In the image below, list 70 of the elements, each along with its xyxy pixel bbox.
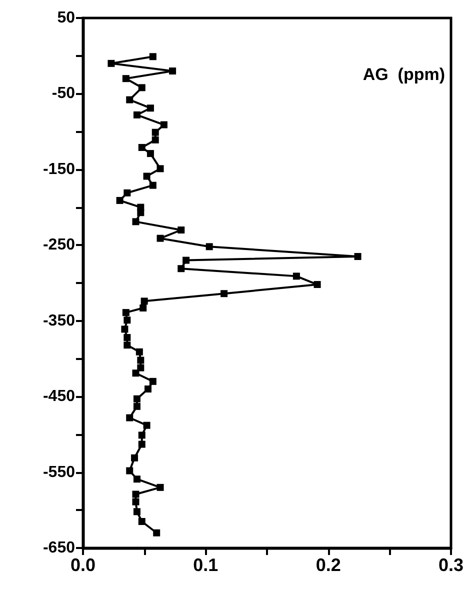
point — [122, 309, 130, 316]
point — [220, 290, 228, 298]
point — [143, 422, 150, 429]
point — [124, 334, 131, 342]
point — [292, 272, 300, 280]
annotation: AG (ppm) — [362, 65, 446, 84]
x-tick-label: 0.3 — [438, 555, 464, 575]
point — [126, 414, 134, 422]
point — [121, 326, 128, 333]
point — [137, 356, 144, 364]
point — [156, 165, 164, 172]
point — [133, 402, 140, 410]
point — [126, 96, 134, 104]
point — [138, 440, 146, 448]
point — [354, 253, 362, 260]
point — [156, 234, 164, 242]
y-tick-label: -250 — [42, 236, 76, 254]
point — [133, 476, 140, 483]
y-tick-label: -650 — [42, 540, 76, 556]
point — [124, 316, 131, 324]
point — [146, 104, 154, 112]
x-tick-label: 0.2 — [316, 555, 341, 575]
point — [182, 256, 190, 264]
point — [138, 432, 146, 439]
point — [140, 304, 147, 312]
point — [153, 529, 160, 536]
point — [178, 265, 185, 272]
point — [138, 84, 146, 92]
x-tick-label: 0.0 — [70, 555, 96, 575]
point — [131, 454, 138, 462]
point — [146, 150, 154, 158]
point — [143, 172, 150, 180]
point — [137, 364, 144, 372]
point — [178, 226, 185, 234]
point — [160, 121, 168, 128]
y-tick-label: -150 — [42, 160, 76, 178]
point — [133, 395, 140, 402]
y-tick-label: -50 — [52, 85, 76, 102]
point — [136, 348, 143, 356]
point — [132, 370, 140, 377]
point — [314, 281, 321, 288]
point — [132, 218, 140, 226]
point — [108, 60, 115, 67]
point — [156, 484, 164, 491]
point — [144, 386, 152, 392]
y-tick-label: -350 — [42, 312, 76, 330]
point — [149, 182, 156, 189]
point — [169, 68, 176, 74]
point — [132, 490, 140, 498]
x-tick-label: 0.1 — [193, 555, 218, 575]
point — [138, 518, 146, 525]
point — [124, 342, 131, 349]
point — [138, 144, 146, 151]
point — [149, 378, 156, 385]
point — [132, 498, 140, 506]
point — [149, 53, 156, 60]
point — [124, 189, 131, 196]
y-tick-label: -450 — [42, 388, 76, 406]
y-tick-label: 50 — [57, 10, 76, 26]
point — [116, 196, 124, 204]
point — [126, 467, 134, 474]
point — [133, 111, 140, 118]
point — [122, 75, 130, 82]
point — [206, 243, 213, 250]
y-tick-label: -550 — [42, 464, 76, 481]
point — [140, 298, 148, 305]
point — [137, 209, 144, 216]
point — [133, 508, 140, 516]
point — [152, 136, 159, 144]
point — [152, 128, 159, 136]
